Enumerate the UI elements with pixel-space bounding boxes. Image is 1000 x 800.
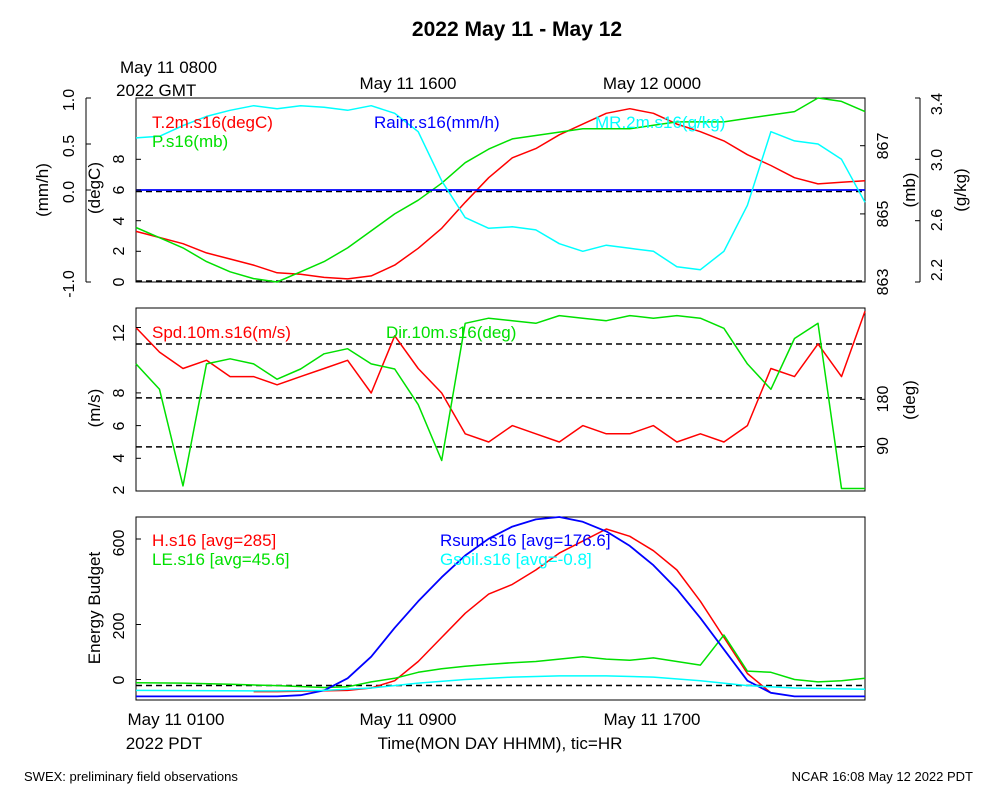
- series-line-middle-0: [135, 311, 866, 443]
- tick-label-eb-600: 600: [111, 530, 128, 557]
- top-panel-series: [135, 97, 866, 283]
- bottom-time-label-2: May 11 0900: [359, 710, 456, 729]
- legend-rain-rate: Rainr.s16(mm/h): [374, 113, 500, 132]
- legend-mixing-ratio: MR.2m.s16(g/kg): [595, 113, 725, 132]
- tick-label-gkg-3.0: 3.0: [929, 149, 946, 171]
- tick-label-degc-0: 0: [111, 277, 128, 286]
- series-line-middle-1: [135, 314, 865, 490]
- tick-label-mmh-neg1.0: -1.0: [61, 270, 78, 298]
- tick-label-degc-8: 8: [111, 154, 128, 163]
- footer-left: SWEX: preliminary field observations: [24, 769, 238, 784]
- bottom-panel-series: [135, 516, 866, 698]
- series-line-bottom-3: [135, 675, 866, 692]
- tick-label-gkg-3.4: 3.4: [929, 93, 946, 115]
- middle-right-ticks: [860, 398, 865, 447]
- bottom-time-label-1-line2: 2022 PDT: [126, 734, 203, 753]
- tick-label-ms-2: 2: [111, 485, 128, 494]
- series-line-top-0: [135, 107, 866, 280]
- tick-label-mmh-1.0: 1.0: [61, 89, 78, 111]
- legend-latent-heat: LE.s16 [avg=45.6]: [152, 550, 290, 569]
- series-line-top-3: [135, 104, 866, 271]
- bottom-left-ticks: [136, 538, 141, 680]
- footer-right: NCAR 16:08 May 12 2022 PDT: [792, 769, 973, 784]
- axis-label-energy-budget: Energy Budget: [85, 551, 104, 664]
- top-time-label-3: May 12 0000: [603, 74, 701, 93]
- series-line-top-1: [135, 97, 866, 283]
- top-time-label-1-line1: May 11 0800: [120, 58, 217, 77]
- axis-label-gkg: (g/kg): [951, 168, 970, 211]
- axis-label-mmh: (mm/h): [33, 163, 52, 217]
- tick-label-mmh-0.0: 0.0: [61, 181, 78, 203]
- tick-label-deg-90: 90: [875, 437, 892, 455]
- legend-wind-speed: Spd.10m.s16(m/s): [152, 323, 291, 342]
- middle-left-ticks: [136, 327, 141, 492]
- tick-label-gkg-2.2: 2.2: [929, 259, 946, 281]
- tick-label-ms-12: 12: [111, 324, 128, 342]
- top-left-inner-ticks: [136, 158, 141, 283]
- tick-label-degc-6: 6: [111, 185, 128, 194]
- series-line-bottom-2: [136, 516, 865, 698]
- tick-label-mmh-0.5: 0.5: [61, 135, 78, 157]
- tick-label-degc-4: 4: [111, 216, 128, 225]
- legend-temperature: T.2m.s16(degC): [152, 113, 273, 132]
- series-line-bottom-0: [253, 528, 772, 694]
- tick-label-eb-200: 200: [111, 613, 128, 640]
- middle-panel-series: [135, 311, 866, 490]
- axis-label-deg: (deg): [900, 380, 919, 420]
- tick-label-degc-2: 2: [111, 246, 128, 255]
- tick-label-ms-6: 6: [111, 421, 128, 430]
- tick-label-mb-863: 863: [875, 269, 892, 296]
- legend-pressure: P.s16(mb): [152, 132, 228, 151]
- figure-title: 2022 May 11 - May 12: [412, 18, 622, 41]
- tick-label-deg-180: 180: [875, 386, 892, 413]
- axis-label-ms: (m/s): [85, 389, 104, 428]
- legend-wind-direction: Dir.10m.s16(deg): [386, 323, 516, 342]
- top-right-outer-ticks: [915, 97, 920, 283]
- tick-label-ms-8: 8: [111, 388, 128, 397]
- top-time-label-2: May 11 1600: [359, 74, 456, 93]
- tick-label-ms-4: 4: [111, 453, 128, 462]
- axis-label-degc: (degC): [85, 162, 104, 214]
- top-left-outer-ticks: [86, 97, 91, 283]
- series-line-bottom-1: [135, 634, 866, 689]
- x-axis-label: Time(MON DAY HHMM), tic=HR: [378, 734, 623, 753]
- legend-net-radiation: Rsum.s16 [avg=176.6]: [440, 531, 611, 550]
- top-time-label-1-line2: 2022 GMT: [116, 81, 196, 100]
- bottom-time-label-3: May 11 1700: [603, 710, 700, 729]
- bottom-time-label-1-line1: May 11 0100: [127, 710, 224, 729]
- axis-label-mb: (mb): [900, 173, 919, 208]
- tick-label-mb-865: 865: [875, 201, 892, 228]
- legend-soil-heat: Gsoil.s16 [avg=-0.8]: [440, 550, 592, 569]
- top-right-inner-ticks: [860, 145, 865, 283]
- tick-label-eb-0: 0: [111, 675, 128, 684]
- bottom-panel-frame: [135, 516, 866, 701]
- legend-sensible-heat: H.s16 [avg=285]: [152, 531, 276, 550]
- tick-label-gkg-2.6: 2.6: [929, 209, 946, 231]
- tick-label-mb-867: 867: [875, 133, 892, 160]
